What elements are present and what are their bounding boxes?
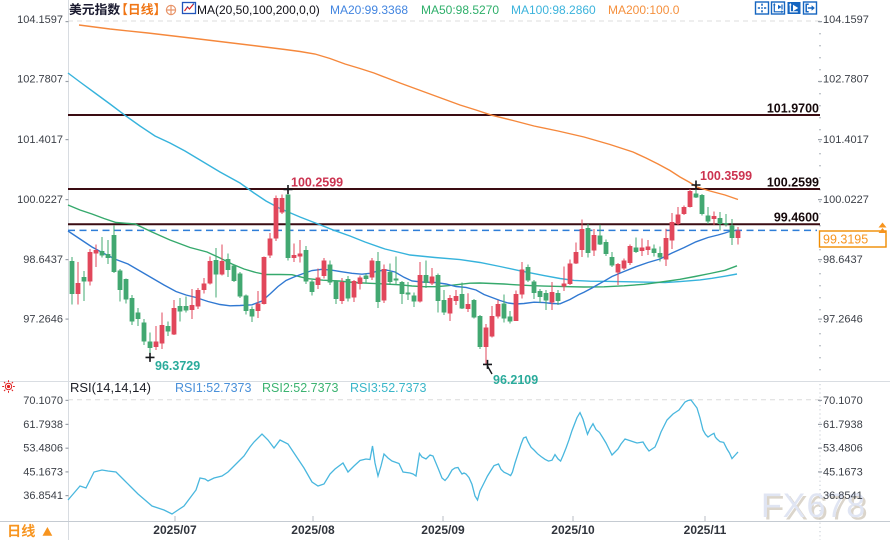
- svg-text:MA(20,50,100,200,0,0): MA(20,50,100,200,0,0): [197, 3, 320, 17]
- svg-text:70.1070: 70.1070: [823, 395, 863, 407]
- svg-text:45.1673: 45.1673: [23, 466, 63, 478]
- svg-text:97.2646: 97.2646: [823, 314, 863, 326]
- svg-text:104.1597: 104.1597: [17, 14, 63, 26]
- svg-text:97.2646: 97.2646: [23, 314, 63, 326]
- svg-text:102.7807: 102.7807: [823, 74, 869, 86]
- svg-text:100.2599: 100.2599: [767, 176, 819, 190]
- svg-text:102.7807: 102.7807: [17, 74, 63, 86]
- svg-text:98.6437: 98.6437: [23, 254, 63, 266]
- svg-text:70.1070: 70.1070: [23, 395, 63, 407]
- svg-text:2025/07: 2025/07: [153, 523, 197, 537]
- svg-text:2025/10: 2025/10: [551, 523, 595, 537]
- svg-text:100.0227: 100.0227: [823, 194, 869, 206]
- svg-text:RSI1:52.7373: RSI1:52.7373: [175, 381, 251, 395]
- svg-text:100.2599: 100.2599: [291, 176, 343, 190]
- svg-text:36.8541: 36.8541: [23, 490, 63, 502]
- svg-text:53.4806: 53.4806: [823, 443, 863, 455]
- svg-text:RSI3:52.7373: RSI3:52.7373: [350, 381, 426, 395]
- svg-text:99.4600: 99.4600: [774, 211, 819, 225]
- svg-text:RSI(14,14,14): RSI(14,14,14): [70, 380, 151, 395]
- svg-text:45.1673: 45.1673: [823, 466, 863, 478]
- svg-text:MA20:99.3368: MA20:99.3368: [330, 3, 408, 17]
- svg-text:96.2109: 96.2109: [493, 373, 538, 387]
- svg-text:MA100:98.2860: MA100:98.2860: [511, 3, 596, 17]
- svg-text:2025/09: 2025/09: [421, 523, 465, 537]
- svg-text:100.0227: 100.0227: [17, 194, 63, 206]
- svg-text:101.4017: 101.4017: [17, 134, 63, 146]
- svg-text:MA50:98.5270: MA50:98.5270: [421, 3, 499, 17]
- svg-text:61.7938: 61.7938: [23, 419, 63, 431]
- svg-text:100.3599: 100.3599: [700, 169, 752, 183]
- svg-text:MA200:100.0: MA200:100.0: [608, 3, 680, 17]
- svg-text:99.3195: 99.3195: [823, 233, 868, 247]
- svg-text:2025/08: 2025/08: [291, 523, 335, 537]
- svg-text:101.9700: 101.9700: [767, 102, 819, 116]
- svg-text:FX678: FX678: [761, 487, 866, 525]
- svg-text:96.3729: 96.3729: [155, 359, 200, 373]
- svg-text:101.4017: 101.4017: [823, 134, 869, 146]
- svg-text:RSI2:52.7373: RSI2:52.7373: [262, 381, 338, 395]
- svg-text:104.1597: 104.1597: [823, 14, 869, 26]
- svg-text:61.7938: 61.7938: [823, 419, 863, 431]
- svg-text:98.6437: 98.6437: [823, 254, 863, 266]
- svg-text:36.8541: 36.8541: [823, 490, 863, 502]
- svg-text:53.4806: 53.4806: [23, 443, 63, 455]
- svg-text:2025/11: 2025/11: [684, 523, 727, 537]
